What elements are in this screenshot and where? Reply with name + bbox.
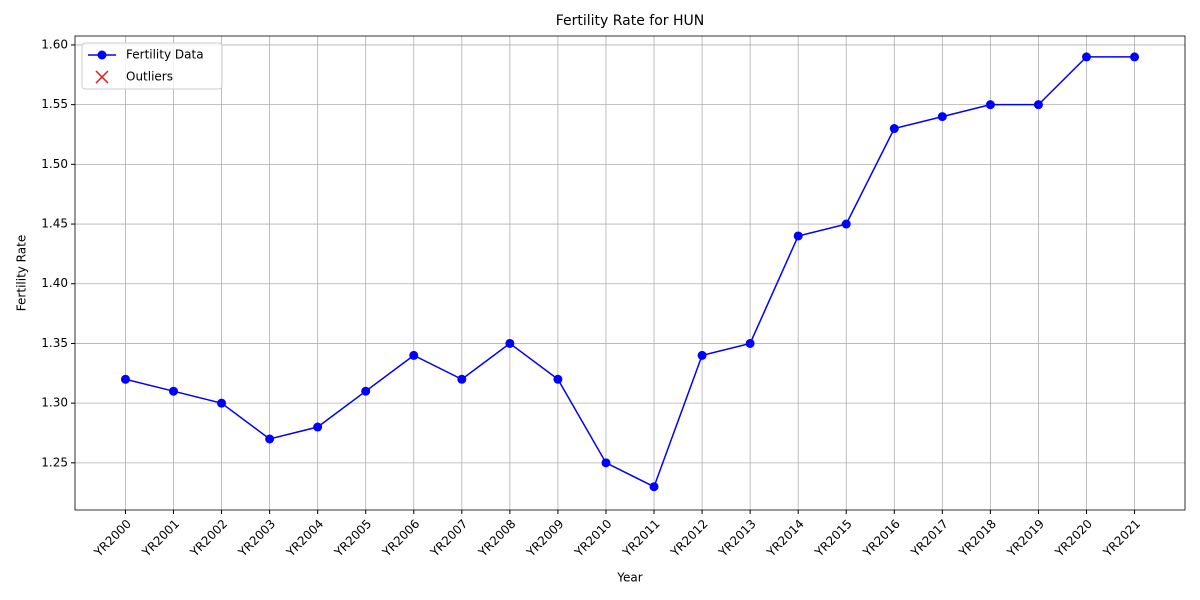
y-axis-label: Fertility Rate (15, 235, 29, 311)
chart-title: Fertility Rate for HUN (556, 13, 705, 29)
y-tick-label: 1.55 (41, 97, 68, 111)
marker (95, 70, 109, 84)
marker (409, 350, 419, 360)
marker (649, 482, 659, 492)
marker (120, 374, 130, 384)
marker (697, 350, 707, 360)
legend-box (81, 42, 223, 90)
marker (361, 386, 371, 396)
y-tick-label: 1.40 (41, 276, 68, 290)
x-axis-label: Year (616, 571, 642, 585)
marker (745, 338, 755, 348)
marker (1033, 100, 1043, 110)
marker (553, 374, 563, 384)
marker (265, 434, 275, 444)
y-tick-label: 1.60 (41, 37, 68, 51)
marker (985, 100, 995, 110)
legend-label: Fertility Data (126, 48, 204, 62)
marker (457, 374, 467, 384)
marker (169, 386, 179, 396)
marker (601, 458, 611, 468)
marker (97, 50, 107, 60)
plot-frame (74, 35, 1186, 511)
marker (217, 398, 227, 408)
marker (793, 231, 803, 241)
marker (841, 219, 851, 229)
marker (1081, 52, 1091, 62)
marker (1130, 52, 1140, 62)
y-tick-label: 1.35 (41, 336, 68, 350)
y-tick-label: 1.25 (41, 455, 68, 469)
marker-stroke (95, 70, 109, 84)
y-tick-label: 1.45 (41, 217, 68, 231)
marker (505, 338, 515, 348)
marker (313, 422, 323, 432)
marker (889, 124, 899, 134)
marker (937, 112, 947, 122)
y-tick-label: 1.30 (41, 396, 68, 410)
series-line (125, 56, 1135, 488)
y-tick-label: 1.50 (41, 157, 68, 171)
legend-label: Outliers (126, 70, 173, 84)
